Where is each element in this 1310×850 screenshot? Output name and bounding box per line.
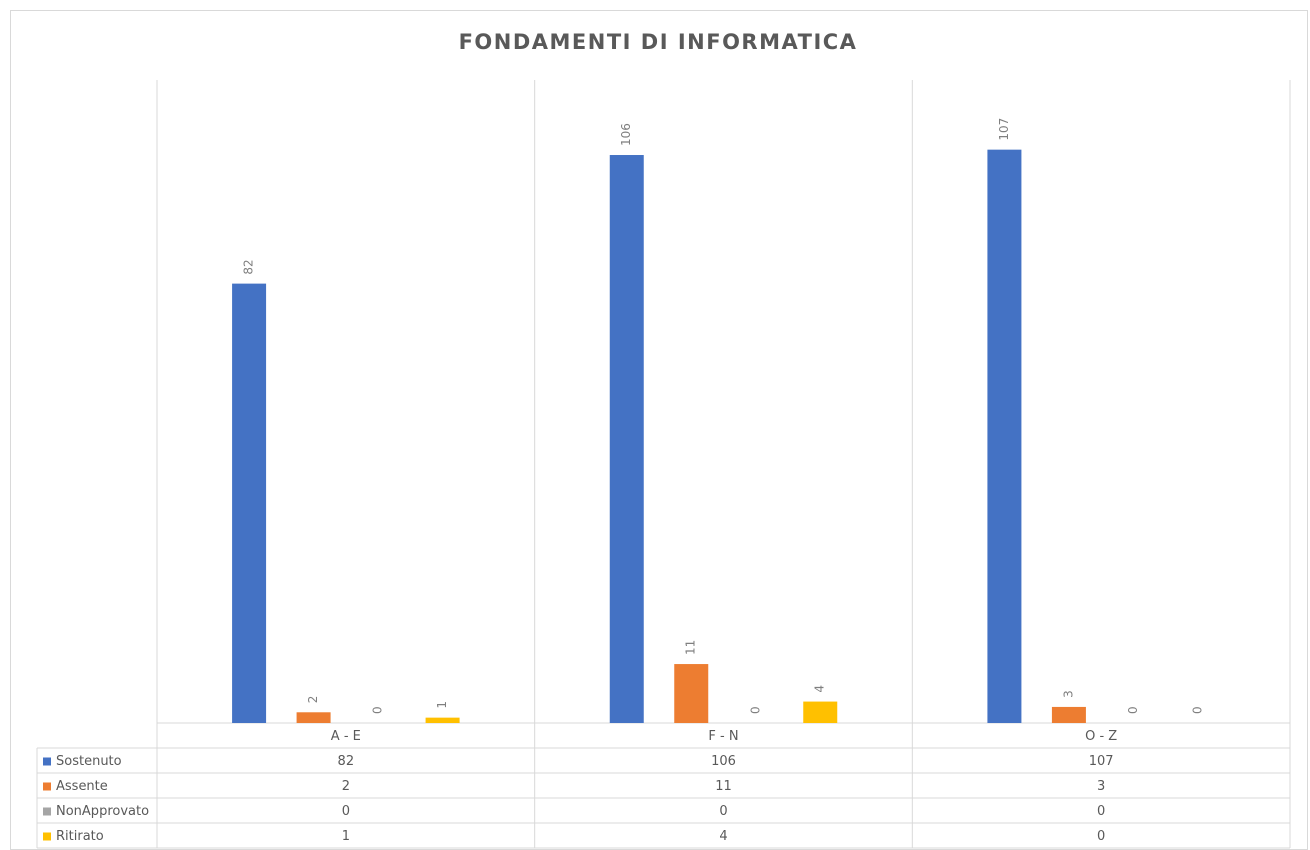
- legend-label: NonApprovato: [56, 804, 149, 819]
- bar: [425, 717, 460, 723]
- table-cell: 106: [711, 754, 736, 769]
- data-label: 106: [619, 123, 633, 146]
- x-tick-label: F - N: [708, 729, 738, 744]
- bar: [674, 664, 709, 723]
- bar: [1051, 706, 1086, 723]
- table-cell: 1: [342, 829, 350, 844]
- chart-title: FONDAMENTI DI INFORMATICA: [459, 30, 858, 54]
- legend-label: Ritirato: [56, 829, 104, 844]
- table-cell: 0: [342, 804, 350, 819]
- data-label: 82: [242, 259, 256, 274]
- table-cell: 107: [1089, 754, 1114, 769]
- bar: [232, 283, 267, 723]
- bar: [609, 155, 644, 723]
- data-label: 0: [1190, 706, 1204, 714]
- table-cell: 11: [715, 779, 732, 794]
- table-cell: 2: [342, 779, 350, 794]
- legend-key: [43, 832, 51, 841]
- data-label: 1: [435, 701, 449, 709]
- legend-key: [43, 782, 51, 791]
- bar: [987, 149, 1022, 724]
- data-label: 107: [997, 118, 1011, 141]
- table-cell: 0: [1097, 829, 1105, 844]
- legend-label: Assente: [56, 779, 108, 794]
- data-label: 11: [684, 640, 698, 655]
- table-cell: 4: [719, 829, 727, 844]
- chart-border: [10, 10, 1308, 850]
- table-cell: 3: [1097, 779, 1105, 794]
- bar: [803, 701, 838, 723]
- legend-key: [43, 757, 51, 766]
- table-cell: 0: [719, 804, 727, 819]
- x-tick-label: A - E: [331, 729, 361, 744]
- data-label: 2: [306, 696, 320, 704]
- legend-label: Sostenuto: [56, 754, 122, 769]
- bar: [296, 712, 331, 723]
- data-label: 3: [1061, 690, 1075, 698]
- x-tick-label: O - Z: [1085, 729, 1117, 744]
- data-label: 4: [813, 685, 827, 693]
- data-label: 0: [748, 706, 762, 714]
- legend-key: [43, 807, 51, 816]
- table-cell: 0: [1097, 804, 1105, 819]
- data-label: 0: [1126, 706, 1140, 714]
- table-cell: 82: [338, 754, 355, 769]
- data-label: 0: [371, 706, 385, 714]
